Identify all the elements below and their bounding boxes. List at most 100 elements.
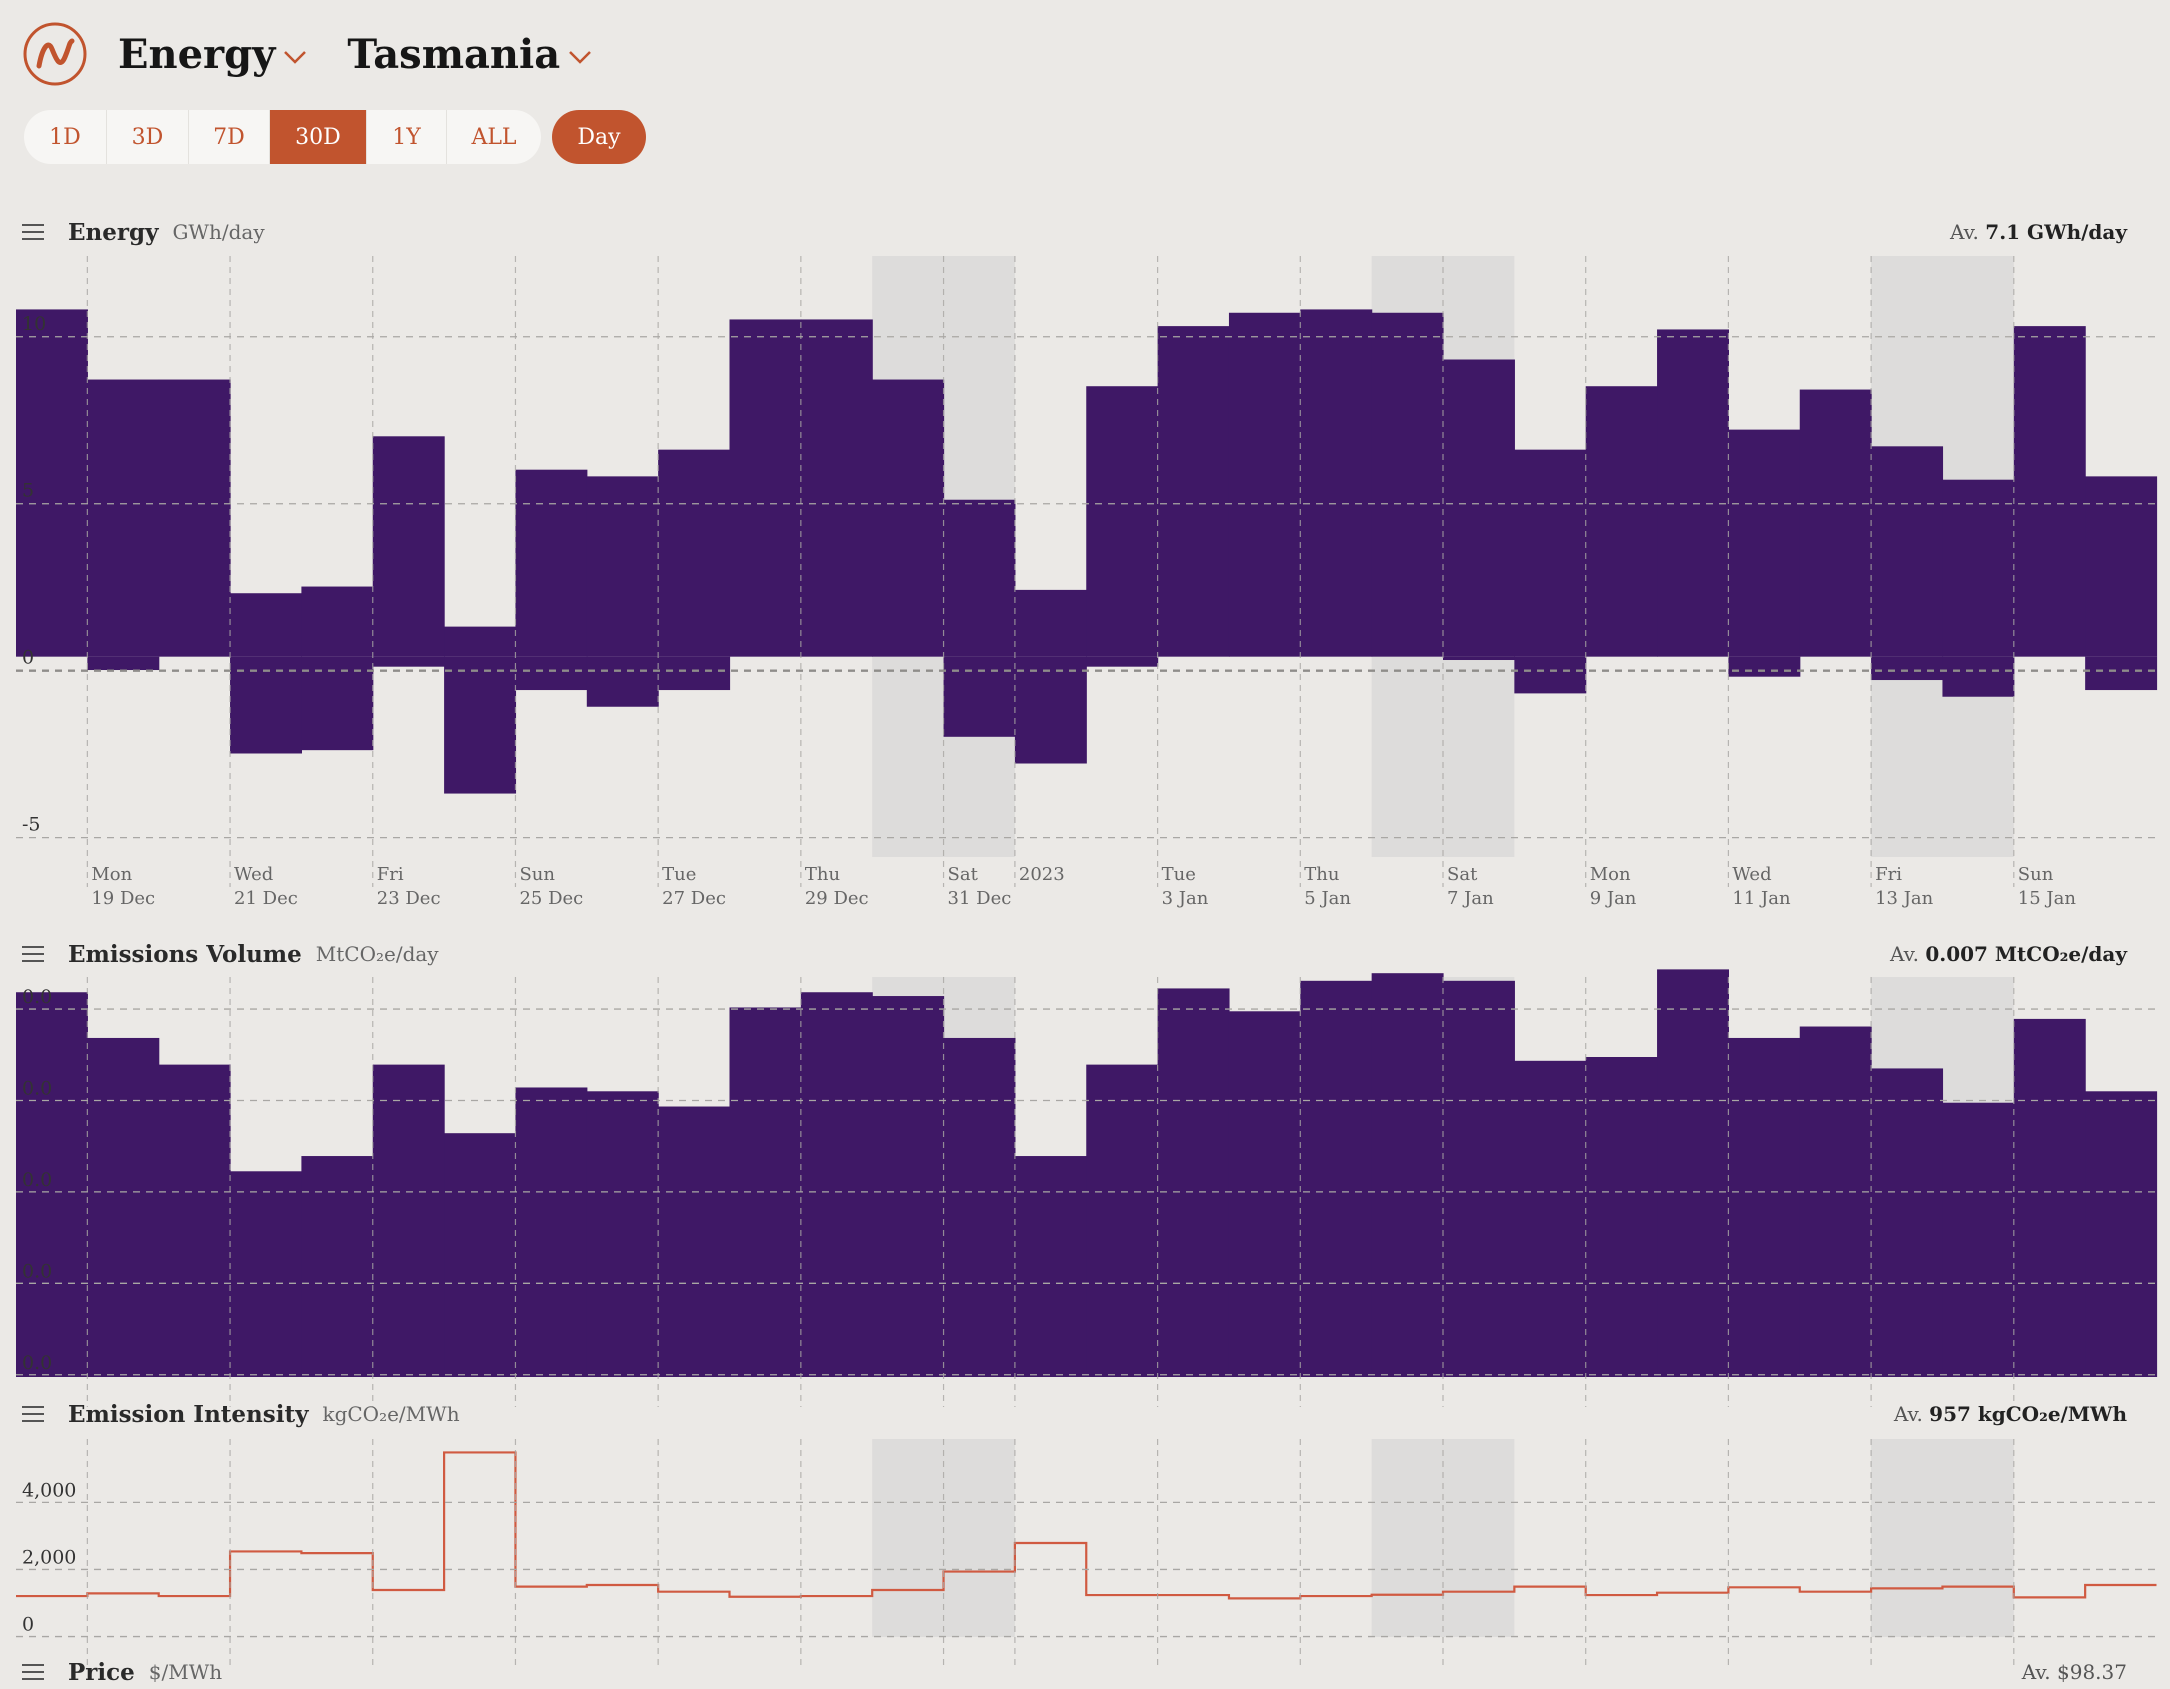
menu-icon[interactable] (22, 1406, 44, 1422)
bar (1371, 973, 1444, 1377)
bar (1871, 1068, 1944, 1377)
x-tick-label: Mon (91, 864, 132, 885)
bar (1728, 429, 1801, 657)
region-selector[interactable]: Tasmania (347, 31, 592, 78)
y-tick-label: 0.0 (22, 986, 52, 1008)
bar (16, 309, 88, 657)
menu-icon[interactable] (22, 224, 44, 240)
y-tick-label: 0.0 (22, 1260, 52, 1282)
bar (444, 1133, 517, 1377)
menu-icon[interactable] (22, 1664, 44, 1680)
bar-negative (301, 656, 374, 751)
bar-negative (1871, 656, 1944, 681)
bar (301, 1156, 374, 1377)
bar (1799, 389, 1872, 657)
range-button-30d[interactable]: 30D (270, 110, 367, 164)
x-tick-label: Sat (1447, 864, 1478, 885)
x-tick-label: 11 Jan (1732, 888, 1791, 909)
bar (515, 469, 588, 657)
x-tick-label: 7 Jan (1447, 888, 1494, 909)
chart-title: Price (68, 1658, 135, 1686)
x-tick-label: 3 Jan (1162, 888, 1209, 909)
price-chart-header: Price $/MWh Av. $98.37 (22, 1655, 2127, 1689)
bar (230, 593, 302, 657)
emissions-volume-chart-header: Emissions Volume MtCO₂e/day Av. 0.007 Mt… (22, 937, 2127, 971)
chart-unit: GWh/day (172, 220, 265, 244)
interval-button[interactable]: Day (552, 110, 646, 164)
bar (586, 476, 659, 657)
bar-negative (943, 656, 1016, 737)
emission-intensity-chart-header: Emission Intensity kgCO₂e/MWh Av. 957 kg… (22, 1397, 2127, 1431)
chart-title: Emission Intensity (68, 1400, 309, 1428)
range-button-7d[interactable]: 7D (189, 110, 270, 164)
bar (1514, 1060, 1587, 1377)
chart-average: Av. 7.1 GWh/day (1950, 220, 2127, 244)
x-tick-label: 9 Jan (1590, 888, 1637, 909)
bar (87, 379, 160, 657)
x-tick-label: 25 Dec (519, 888, 583, 909)
bar-negative (1443, 656, 1515, 661)
bar (658, 449, 731, 657)
x-tick-label: 27 Dec (662, 888, 726, 909)
bar (872, 379, 945, 657)
bar (1300, 980, 1373, 1377)
bar (1799, 1026, 1872, 1377)
x-tick-label: Wed (1732, 864, 1771, 885)
x-tick-label: Tue (662, 864, 696, 885)
y-tick-label: 5 (22, 480, 34, 502)
chart-unit: MtCO₂e/day (315, 942, 439, 966)
chart-average: Av. 0.007 MtCO₂e/day (1890, 942, 2127, 966)
x-tick-label: Thu (1304, 864, 1339, 885)
bar (1157, 988, 1230, 1377)
bar (1657, 969, 1729, 1377)
bar (1728, 1037, 1801, 1377)
bar (1228, 312, 1301, 657)
bar (1942, 1102, 2015, 1377)
x-tick-label: 15 Jan (2018, 888, 2077, 909)
app-logo-icon[interactable] (22, 21, 88, 87)
bar (1585, 386, 1658, 657)
bar (1657, 329, 1729, 657)
x-tick-label: Sun (2018, 864, 2054, 885)
x-tick-label: Sun (519, 864, 555, 885)
y-tick-label: -5 (22, 814, 41, 836)
bar (1371, 312, 1444, 657)
menu-icon[interactable] (22, 946, 44, 962)
bar (1300, 309, 1373, 657)
metric-selector[interactable]: Energy (118, 31, 307, 78)
y-tick-label: 0 (22, 647, 34, 669)
range-button-3d[interactable]: 3D (107, 110, 189, 164)
x-tick-label: Sat (948, 864, 979, 885)
series-line (16, 1451, 2157, 1600)
x-tick-label: Mon (1590, 864, 1631, 885)
range-button-1y[interactable]: 1Y (367, 110, 447, 164)
bar (444, 626, 517, 657)
bar (1014, 1156, 1087, 1377)
bar (1942, 479, 2015, 657)
bar-negative (1728, 656, 1801, 677)
bar (158, 379, 231, 657)
chart-unit: kgCO₂e/MWh (322, 1402, 460, 1426)
bar-negative (1942, 656, 2015, 697)
chart-unit: $/MWh (148, 1660, 223, 1684)
y-tick-label: 10 (22, 313, 46, 335)
bar (943, 499, 1016, 657)
bar-negative (658, 656, 731, 691)
bar (230, 1171, 302, 1377)
bar (515, 1087, 588, 1377)
range-selector: 1D 3D 7D 30D 1Y ALL (24, 110, 541, 164)
x-tick-label: Fri (1875, 864, 1902, 885)
range-button-all[interactable]: ALL (471, 124, 517, 150)
x-tick-label: 31 Dec (948, 888, 1012, 909)
x-tick-label: 23 Dec (377, 888, 441, 909)
y-tick-label: 4,000 (22, 1479, 76, 1501)
weekend-band (1871, 1439, 2014, 1637)
bar (800, 992, 873, 1377)
range-button-1d[interactable]: 1D (24, 110, 107, 164)
bar-negative (230, 656, 302, 754)
bar (1514, 449, 1587, 657)
region-label: Tasmania (347, 30, 561, 78)
chart-average: Av. 957 kgCO₂e/MWh (1893, 1402, 2127, 1426)
y-tick-label: 0.0 (22, 1352, 52, 1374)
